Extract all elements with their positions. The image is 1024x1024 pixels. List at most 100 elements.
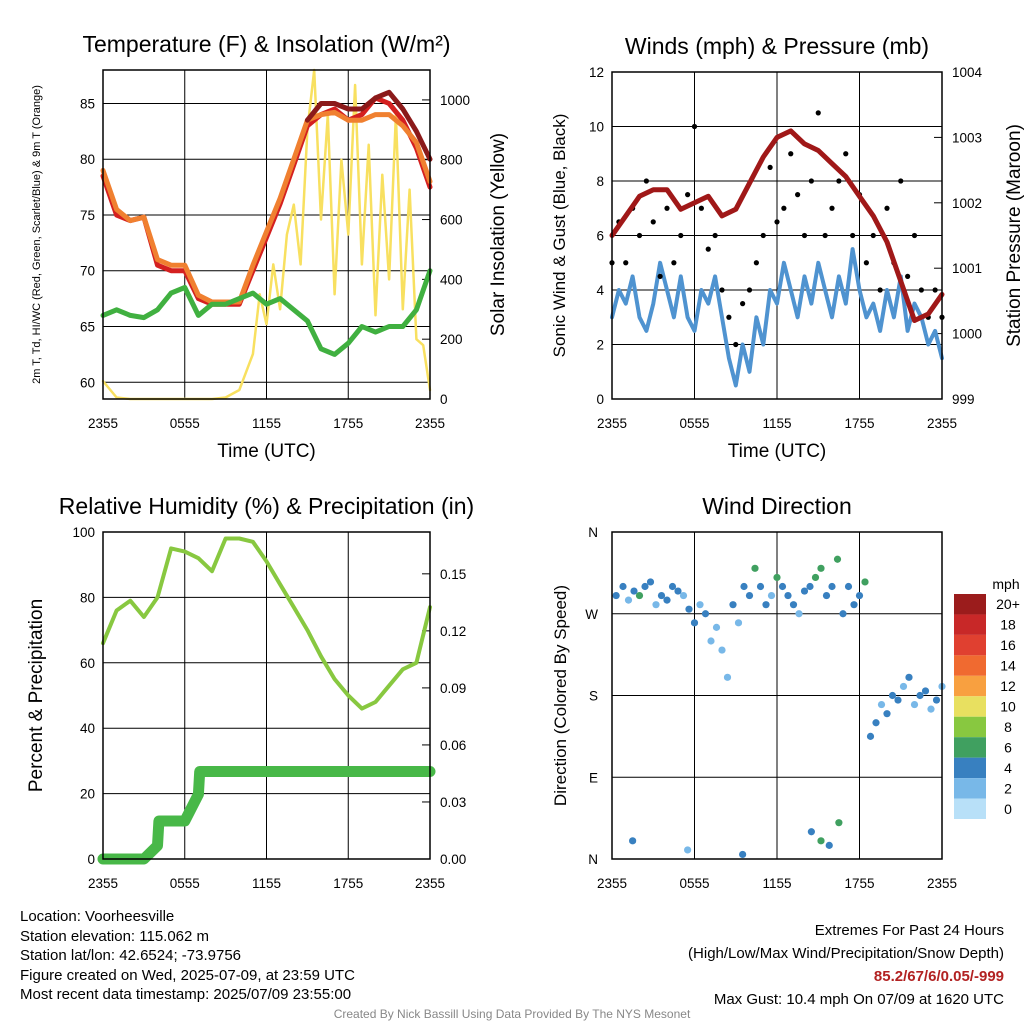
y2-tick-label: 1002 bbox=[952, 196, 982, 211]
direction-point bbox=[800, 587, 809, 595]
x-tick-label: 0555 bbox=[679, 416, 709, 431]
x-tick-label: 1155 bbox=[252, 416, 281, 431]
colorbar-unit: mph bbox=[992, 576, 1019, 592]
gust-point bbox=[781, 205, 787, 211]
gust-point bbox=[905, 273, 911, 279]
colorbar-label: 14 bbox=[1000, 658, 1016, 674]
gust-point bbox=[719, 287, 725, 293]
direction-point bbox=[899, 682, 908, 691]
created-text: Figure created on Wed, 2025-07-09, at 23… bbox=[20, 966, 355, 984]
direction-point bbox=[723, 673, 732, 681]
x-tick-label: 1155 bbox=[762, 876, 791, 891]
x-tick-label: 2355 bbox=[927, 416, 957, 431]
x-tick-label: 2355 bbox=[927, 876, 957, 891]
gust-point bbox=[918, 287, 924, 293]
y2-tick-label: 400 bbox=[440, 272, 463, 287]
y2-tick-label: 1000 bbox=[952, 327, 982, 342]
y-tick-label: 60 bbox=[80, 375, 95, 390]
y2-tick-label: 200 bbox=[440, 332, 463, 347]
x-tick-label: 2355 bbox=[88, 876, 118, 891]
y-tick-label: N bbox=[588, 525, 598, 540]
direction-point bbox=[624, 596, 633, 604]
direction-point bbox=[751, 564, 759, 572]
direction-point bbox=[927, 705, 935, 713]
gust-point bbox=[657, 273, 663, 279]
gust-point bbox=[712, 232, 718, 239]
direction-point bbox=[921, 687, 930, 695]
direction-point bbox=[619, 582, 627, 591]
direction-point bbox=[745, 591, 754, 600]
y2-tick-label: 0.06 bbox=[440, 738, 466, 753]
gust-point bbox=[691, 123, 698, 130]
colorbar-swatch bbox=[954, 614, 986, 635]
direction-point bbox=[916, 691, 924, 700]
direction-point bbox=[806, 582, 814, 591]
gust-point bbox=[801, 232, 808, 239]
direction-point bbox=[883, 710, 891, 718]
plot-border bbox=[611, 531, 943, 860]
x-tick-label: 0555 bbox=[170, 416, 200, 431]
recent-data-text: Most recent data timestamp: 2025/07/09 2… bbox=[20, 986, 352, 1003]
gust-point bbox=[650, 219, 656, 225]
gust-point bbox=[698, 205, 704, 211]
direction-point bbox=[739, 850, 747, 859]
direction-point bbox=[734, 619, 743, 627]
extremes-subheading: (High/Low/Max Wind/Precipitation/Snow De… bbox=[688, 945, 1004, 962]
location-text: Location: Voorheesville bbox=[20, 908, 175, 925]
y-tick-label: 20 bbox=[80, 787, 95, 802]
extremes-info: Extremes For Past 24 Hours (High/Low/Max… bbox=[688, 919, 1004, 1011]
x-tick-label: 2355 bbox=[597, 416, 627, 431]
direction-point bbox=[718, 646, 726, 654]
direction-point bbox=[740, 582, 748, 591]
direction-point bbox=[612, 591, 620, 600]
gust-point bbox=[870, 232, 876, 239]
x-tick-label: 1755 bbox=[333, 876, 363, 891]
direction-point bbox=[629, 837, 637, 845]
y-tick-label: 75 bbox=[80, 208, 95, 223]
colorbar-label: 0 bbox=[1004, 801, 1012, 817]
direction-point bbox=[932, 696, 941, 704]
gust-point bbox=[753, 260, 759, 266]
colorbar-label: 16 bbox=[1000, 637, 1016, 653]
y-tick-label: 80 bbox=[80, 590, 95, 605]
direction-point bbox=[663, 596, 671, 604]
direction-point bbox=[861, 578, 869, 586]
x-axis-label: Time (UTC) bbox=[217, 441, 316, 462]
series-line-relative-humidity bbox=[101, 536, 432, 711]
colorbar-swatch bbox=[954, 757, 986, 779]
direction-point bbox=[652, 601, 660, 609]
direction-point bbox=[684, 846, 692, 854]
colorbar-swatch bbox=[954, 655, 986, 676]
colorbar-label: 12 bbox=[1000, 678, 1016, 694]
direction-point bbox=[701, 610, 710, 618]
gust-point bbox=[795, 192, 801, 198]
gust-point bbox=[740, 301, 746, 307]
gust-point bbox=[877, 287, 883, 293]
y-tick-label: N bbox=[588, 852, 598, 867]
colorbar-swatch bbox=[954, 716, 986, 738]
direction-point bbox=[872, 719, 880, 727]
y-tick-label: 6 bbox=[596, 229, 604, 244]
gust-point bbox=[815, 110, 821, 116]
direction-point bbox=[646, 578, 655, 586]
direction-point bbox=[855, 591, 864, 600]
colorbar-label: 8 bbox=[1004, 719, 1012, 735]
y-tick-label: 0 bbox=[87, 852, 95, 867]
x-tick-label: 2355 bbox=[597, 876, 627, 891]
colorbar-swatch bbox=[954, 778, 986, 799]
gust-point bbox=[911, 232, 918, 239]
y-tick-label: 65 bbox=[80, 320, 95, 335]
colorbar-label: 18 bbox=[1000, 617, 1016, 633]
chart-panel-3: Relative Humidity (%) & Precipitation (i… bbox=[26, 493, 474, 891]
y2-tick-label: 0.03 bbox=[440, 795, 466, 810]
x-tick-label: 2355 bbox=[415, 416, 445, 431]
plot-border bbox=[611, 71, 943, 400]
y2-tick-label: 0.09 bbox=[440, 681, 466, 696]
plot-border bbox=[102, 69, 431, 400]
direction-point bbox=[756, 582, 765, 591]
direction-point bbox=[817, 564, 825, 572]
y-tick-label: E bbox=[589, 770, 598, 785]
direction-point bbox=[778, 582, 787, 591]
gust-point bbox=[808, 178, 814, 184]
direction-point bbox=[674, 587, 682, 595]
